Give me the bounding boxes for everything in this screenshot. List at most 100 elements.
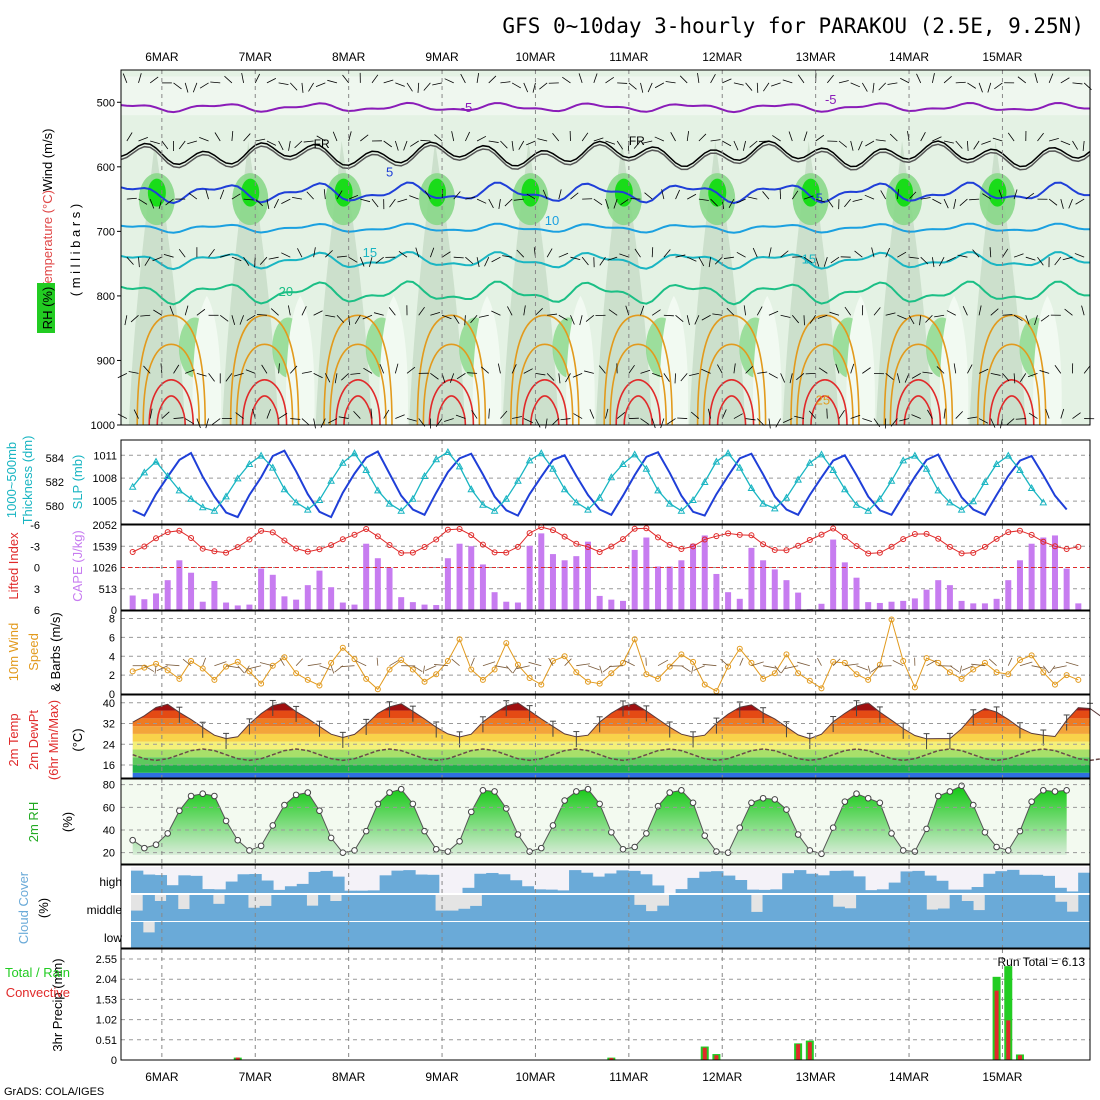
wind-speed-marker [806,677,813,684]
cloud-bar-low [770,922,783,948]
date-label-bottom: 6MAR [145,1070,179,1084]
wind-barb [562,76,571,84]
wind-barb [1072,140,1078,150]
wind-speed-marker [573,669,580,676]
wind-barb [644,192,653,200]
cloud-bar-middle [201,895,214,921]
cloud-bar-high [640,874,653,893]
cloud-bar-low [1054,922,1067,948]
cloud-bar-high [628,870,641,893]
cape-bar [188,572,195,610]
wind-barb [675,254,686,258]
wind-barb-10m [470,657,475,666]
wind-barb [768,373,778,379]
wind-barb [955,411,963,419]
wind-barb [278,412,288,419]
ylabel-rh2m: 2m RH [26,802,41,842]
thickness-marker [946,498,954,506]
wind-barb [815,134,825,142]
wind-barb [651,309,661,316]
cloud-bar-low [249,922,262,948]
wind-barb [780,250,789,258]
cape-bar [234,605,241,610]
wind-barb [675,314,684,323]
wind-barb [978,418,989,424]
cloud-bar-high [509,880,523,893]
rh-marker [152,841,160,849]
wind-barb [231,256,242,262]
wind-barb [476,135,487,142]
cloud-bar-middle [867,895,880,921]
lifted-index-marker [398,549,405,556]
cloud-bar-middle [236,895,249,921]
wind-barb [169,305,174,316]
lifted-index-marker [1075,543,1082,550]
wind-barb [420,139,431,142]
wind-barb-10m [959,665,962,674]
warm-isotherm [142,343,201,426]
wind-barb [353,410,361,419]
cloud-bar-middle [528,895,541,921]
warm-isotherm [335,379,381,426]
wind-barb [911,373,921,379]
cloud-bar-low [569,922,582,948]
wind-barb [654,82,665,89]
wind-barb [292,196,303,200]
cloud-bar-middle [271,895,284,921]
lifted-index-marker [935,535,942,542]
cape-bar [141,599,148,610]
wind-barb [803,131,808,142]
wind-barb [599,256,606,266]
wind-barb [526,193,536,200]
wind-barb [196,308,206,316]
wind-barb [780,373,786,383]
rh-marker [654,802,662,810]
cloud-label-high: high [99,875,122,889]
wind-barb [749,140,758,148]
cloud-bar-low [900,922,913,948]
cloud-bar-middle [774,895,787,921]
rh-marker [783,806,790,813]
wind-speed-marker [374,686,381,693]
wind-barb [916,73,922,84]
wind-barb [1002,248,1009,258]
cloud-bar-high [344,890,357,893]
wind-barb [710,139,721,142]
lifted-index-marker [631,525,638,532]
wind-barb [687,256,697,262]
wind-barb [871,247,875,258]
wind-barb [852,198,863,202]
rh-dry-dome [659,295,689,425]
wind-barb [409,195,419,200]
ytick-label: 8 [109,614,115,626]
cloud-bar-middle [481,895,495,921]
cloud-bar-middle [189,895,202,921]
wind-barb [338,416,349,419]
wind-barb [348,315,351,326]
lifted-index-marker [421,544,428,551]
wind-barb [578,73,583,84]
wind-barb [686,315,690,326]
wind-barb [552,132,560,142]
thickness-marker [280,485,289,493]
rh-dry-dome [846,295,875,425]
cloud-bar-low [699,922,712,948]
wind-barb [199,137,209,142]
thickness-marker [934,486,943,494]
wind-barb [266,199,270,209]
wind-barb [791,190,799,200]
wind-barb [640,82,644,93]
ytick-label: 0.51 [96,1035,117,1047]
wind-barb [667,418,676,425]
wind-barb [897,314,907,320]
warm-isotherm [996,395,1027,426]
wind-barb [674,373,676,384]
cloud-bar-low [782,922,795,948]
wind-barb [733,140,739,151]
rh-marker [129,836,136,844]
cape-bar [865,602,872,610]
rh-saturated-blob [334,178,353,207]
wind-barb [478,314,489,318]
wind-barb [931,257,935,268]
wind-speed-marker [211,676,218,683]
